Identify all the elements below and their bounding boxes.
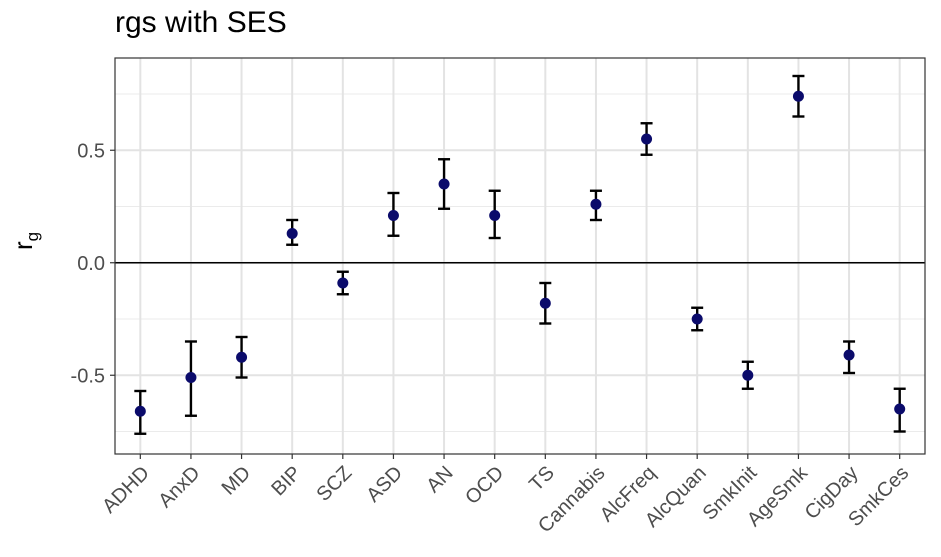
data-point: [792, 90, 804, 102]
data-point: [286, 228, 298, 239]
y-tick-label: 0.5: [77, 140, 105, 162]
data-point: [843, 349, 855, 361]
x-tick-label: OCD: [461, 462, 508, 509]
minor-grid: [115, 93, 925, 432]
data-point: [590, 198, 602, 210]
data-point: [185, 372, 197, 383]
data-point: [742, 369, 754, 381]
x-tick-label: ADHD: [98, 462, 154, 518]
x-tick-label: AN: [422, 462, 457, 497]
plot-panel: [115, 58, 925, 454]
x-tick-label: TS: [525, 462, 559, 496]
data-point: [641, 133, 653, 145]
data-point: [337, 277, 349, 289]
data-point: [438, 178, 450, 190]
y-tick-label: -0.5: [71, 365, 105, 387]
data-point: [134, 405, 146, 417]
data-point: [539, 297, 551, 309]
data-point: [387, 210, 399, 221]
data-point: [489, 210, 501, 221]
data-point: [894, 403, 906, 415]
y-axis: -0.5 0.0 0.5: [71, 140, 115, 387]
x-tick-label: AnxD: [154, 462, 204, 512]
chart-title: rgs with SES: [115, 6, 287, 39]
plot-border: [114, 57, 926, 455]
x-tick-label: ASD: [362, 462, 407, 507]
x-tick-label: MD: [218, 462, 256, 500]
x-axis: ADHD AnxD MD BIP SCZ ASD AN OCD TSCannabisAlcFre…: [98, 454, 913, 537]
y-tick-label: 0.0: [77, 253, 105, 275]
data-points: [134, 90, 906, 417]
data-point: [236, 351, 248, 363]
data-point: [691, 313, 703, 325]
x-tick-label: SCZ: [313, 462, 357, 506]
x-tick-label: BIP: [267, 462, 305, 500]
